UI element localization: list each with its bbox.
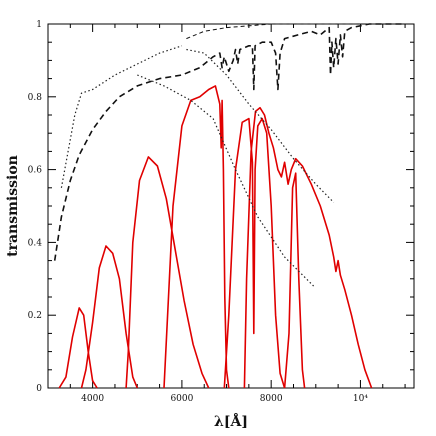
plot-frame bbox=[47, 23, 415, 389]
series-layer bbox=[53, 23, 406, 389]
y-tick-label: 0.6 bbox=[28, 166, 43, 176]
dotted-curve-11 bbox=[137, 74, 315, 287]
filter-curve-7 bbox=[283, 172, 306, 389]
y-tick-label: 0.4 bbox=[28, 238, 43, 248]
dotted-curve-12 bbox=[186, 48, 335, 203]
y-tick-label: 1 bbox=[36, 20, 42, 30]
y-tick-label: 0 bbox=[36, 384, 42, 394]
dotted-curve-10 bbox=[60, 45, 183, 188]
filter-curve-6 bbox=[243, 106, 373, 389]
filter-curve-5 bbox=[223, 117, 286, 389]
x-axis-label: λ[Å] bbox=[214, 412, 248, 430]
filter-curve-4 bbox=[163, 85, 230, 389]
atmosphere-curve bbox=[53, 23, 406, 261]
filter-curve-1 bbox=[58, 307, 98, 389]
x-tick-label: 4000 bbox=[81, 394, 104, 404]
filter-curve-2 bbox=[80, 245, 139, 389]
atmosphere-upper-curve bbox=[186, 23, 361, 40]
y-tick-label: 0.8 bbox=[28, 93, 43, 103]
ticks-layer: 4000 6000 8000 10⁴ 0 0.2 0.4 0.6 0.8 1 bbox=[28, 20, 414, 404]
filter-curve-3 bbox=[125, 156, 210, 389]
y-axis-label: transmission bbox=[5, 155, 21, 257]
x-tick-label: 6000 bbox=[170, 394, 193, 404]
y-tick-label: 0.2 bbox=[28, 311, 42, 321]
x-tick-label: 10⁴ bbox=[353, 394, 368, 404]
x-tick-label: 8000 bbox=[260, 394, 283, 404]
